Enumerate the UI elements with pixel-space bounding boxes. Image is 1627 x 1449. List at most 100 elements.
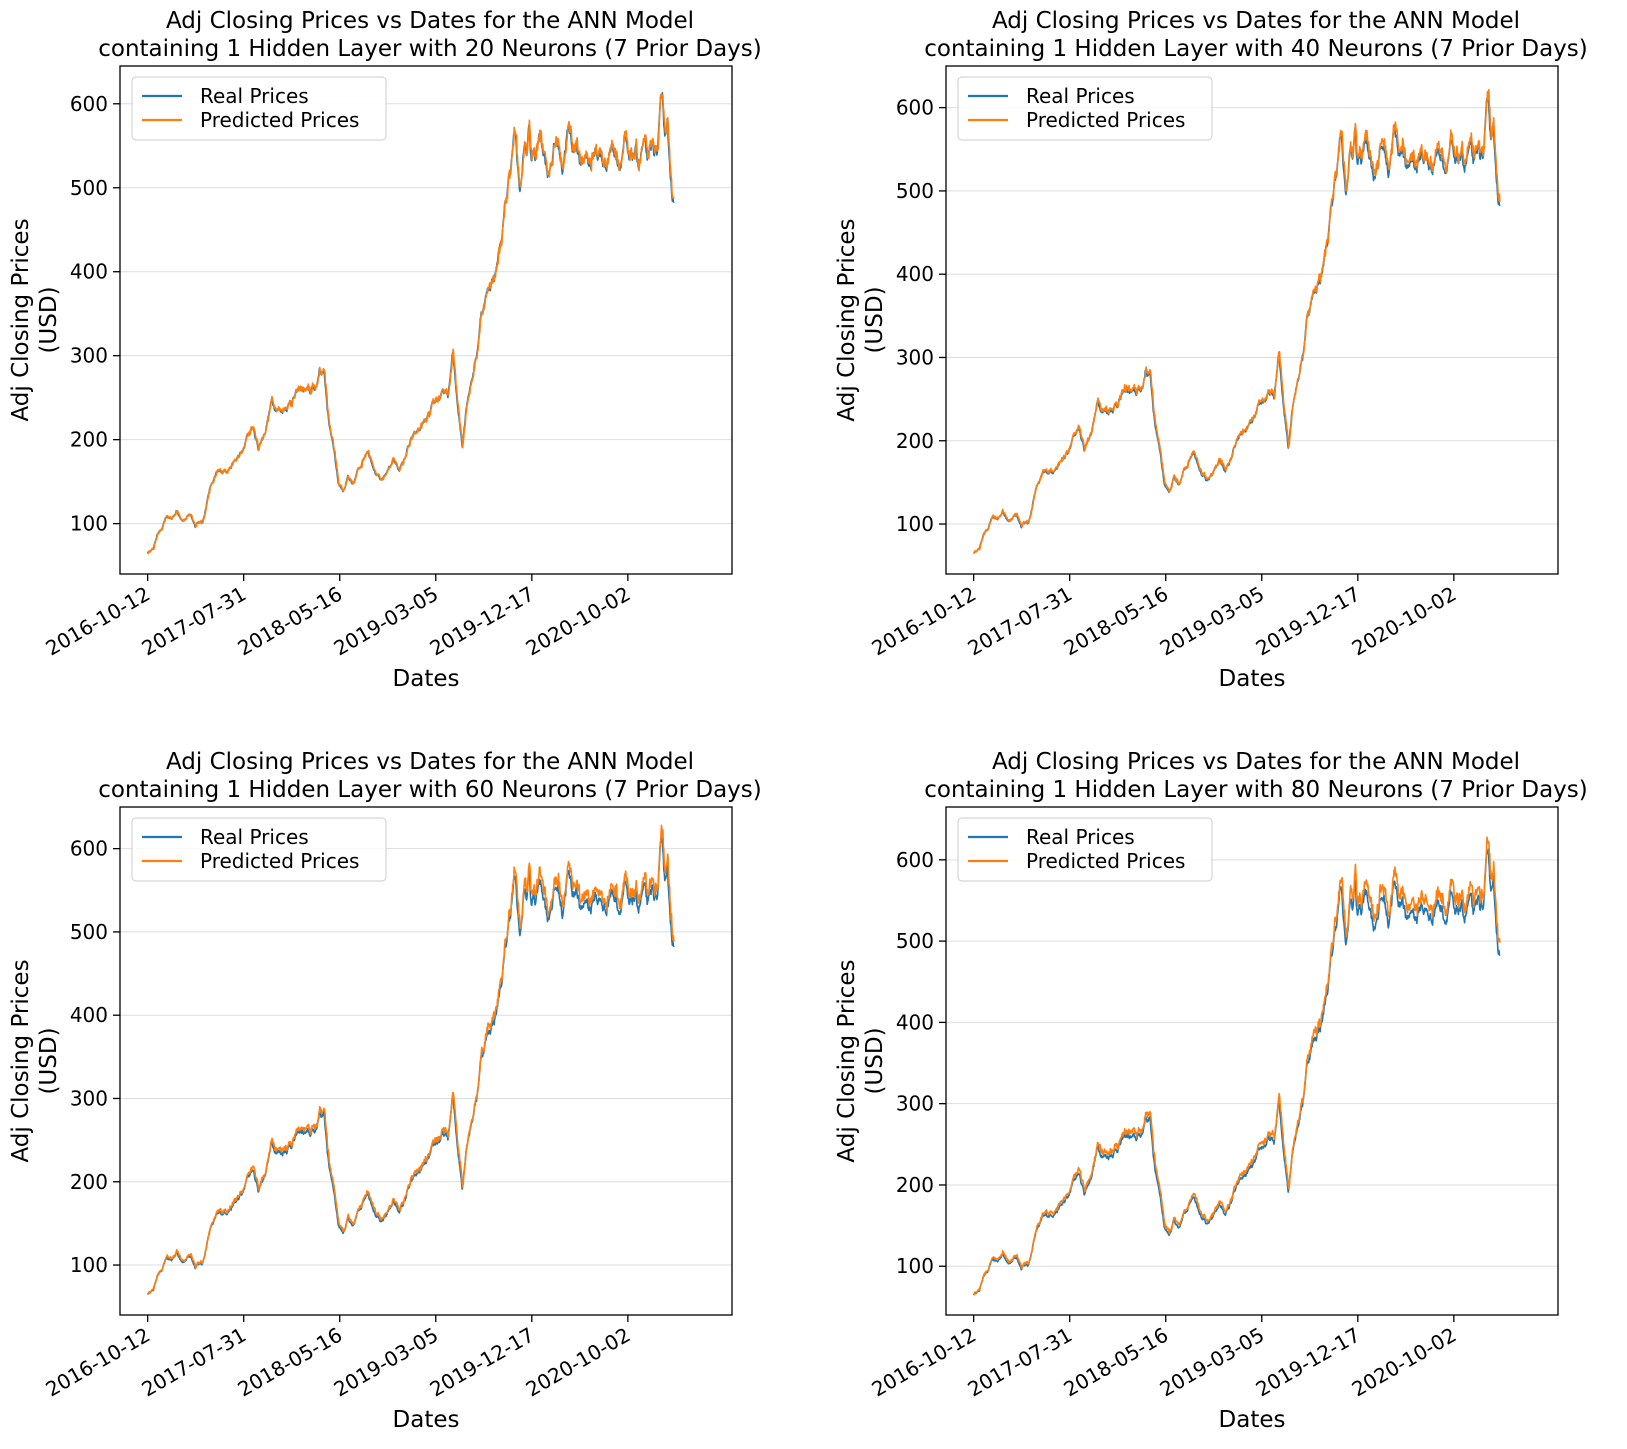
y-tick-label: 200 (896, 429, 934, 453)
legend-label: Real Prices (1026, 825, 1135, 849)
chart-title-line-2: containing 1 Hidden Layer with 80 Neuron… (924, 777, 1588, 803)
y-tick-label: 300 (896, 345, 934, 369)
legend-label: Real Prices (1026, 84, 1135, 108)
y-axis-label-line-1: Adj Closing Prices (8, 218, 34, 421)
y-axis-label-line-2: (USD) (862, 1027, 888, 1094)
chart-title-line-2: containing 1 Hidden Layer with 40 Neuron… (924, 36, 1588, 62)
y-tick-label: 100 (70, 1253, 108, 1277)
y-axis-label-line-1: Adj Closing Prices (834, 959, 860, 1162)
plot-frame (945, 806, 1559, 1316)
x-axis-label: Dates (393, 666, 460, 692)
x-tick-label: 2016-10-12 (867, 1323, 980, 1402)
x-tick-label: 2018-05-16 (1060, 1323, 1173, 1402)
legend-box (131, 76, 387, 141)
series-line-predicted-prices (146, 824, 675, 1295)
plot-frame (119, 806, 733, 1316)
y-tick-label: 600 (896, 96, 934, 120)
legend-label: Predicted Prices (200, 108, 359, 132)
series-line-predicted-prices (973, 88, 1501, 555)
legend-box (957, 76, 1213, 141)
chart-panel-3: 1002003004005006002016-10-122017-07-3120… (8, 749, 762, 1433)
x-tick-label: 2019-12-17 (426, 1323, 539, 1402)
x-tick-label: 2016-10-12 (41, 1323, 154, 1402)
y-tick-label: 100 (896, 1254, 934, 1278)
x-tick-label: 2018-05-16 (1060, 582, 1173, 661)
x-tick-label: 2019-03-05 (330, 1323, 443, 1402)
series-line-predicted-prices (973, 836, 1501, 1296)
y-tick-label: 500 (70, 176, 108, 200)
chart-title-line-1: Adj Closing Prices vs Dates for the ANN … (166, 8, 694, 34)
series-line-real-prices (146, 92, 675, 554)
y-tick-label: 400 (70, 260, 108, 284)
x-tick-label: 2018-05-16 (234, 1323, 347, 1402)
x-axis-label: Dates (393, 1407, 460, 1433)
chart-panel-1: 1002003004005006002016-10-122017-07-3120… (8, 8, 762, 692)
series-line-predicted-prices (147, 93, 675, 555)
chart-title-line-1: Adj Closing Prices vs Dates for the ANN … (992, 749, 1520, 775)
y-axis-label-line-1: Adj Closing Prices (8, 959, 34, 1162)
x-tick-label: 2020-10-02 (1348, 582, 1461, 661)
x-tick-label: 2019-12-17 (1252, 1323, 1365, 1402)
x-tick-label: 2017-07-31 (964, 582, 1077, 661)
legend-label: Predicted Prices (200, 849, 359, 873)
legend-box (131, 817, 387, 882)
series-line-real-prices (146, 836, 675, 1296)
x-tick-label: 2019-03-05 (1156, 1323, 1269, 1402)
y-tick-label: 100 (896, 512, 934, 536)
y-tick-label: 400 (896, 262, 934, 286)
y-tick-label: 100 (70, 512, 108, 536)
x-tick-label: 2017-07-31 (138, 1323, 251, 1402)
y-tick-label: 600 (70, 92, 108, 116)
y-tick-label: 400 (70, 1003, 108, 1027)
chart-panel-2: 1002003004005006002016-10-122017-07-3120… (834, 8, 1588, 692)
series-line-real-prices (972, 95, 1501, 555)
legend-box (957, 817, 1213, 882)
x-axis-label: Dates (1219, 666, 1286, 692)
x-tick-label: 2020-10-02 (522, 582, 635, 661)
x-axis-label: Dates (1219, 1407, 1286, 1433)
x-tick-label: 2020-10-02 (1348, 1323, 1461, 1402)
chart-title-line-1: Adj Closing Prices vs Dates for the ANN … (992, 8, 1520, 34)
chart-panel-4: 1002003004005006002016-10-122017-07-3120… (834, 749, 1588, 1433)
x-tick-label: 2019-03-05 (330, 582, 443, 661)
y-tick-label: 500 (896, 929, 934, 953)
series-line-real-prices (972, 848, 1501, 1296)
y-tick-label: 500 (70, 920, 108, 944)
y-axis-label-line-2: (USD) (36, 1027, 62, 1094)
x-tick-label: 2016-10-12 (867, 582, 980, 661)
plot-frame (945, 65, 1559, 575)
y-tick-label: 300 (70, 1086, 108, 1110)
x-tick-label: 2019-12-17 (1252, 582, 1365, 661)
y-axis-label-line-2: (USD) (36, 286, 62, 353)
chart-title-line-2: containing 1 Hidden Layer with 20 Neuron… (98, 36, 762, 62)
y-tick-label: 400 (896, 1010, 934, 1034)
x-tick-label: 2017-07-31 (964, 1323, 1077, 1402)
y-tick-label: 300 (896, 1092, 934, 1116)
legend-label: Predicted Prices (1026, 108, 1185, 132)
y-tick-label: 600 (70, 837, 108, 861)
y-tick-label: 500 (896, 179, 934, 203)
legend-label: Real Prices (200, 84, 309, 108)
y-tick-label: 200 (70, 428, 108, 452)
legend-label: Predicted Prices (1026, 849, 1185, 873)
x-tick-label: 2020-10-02 (522, 1323, 635, 1402)
x-tick-label: 2017-07-31 (138, 582, 251, 661)
x-tick-label: 2019-12-17 (426, 582, 539, 661)
chart-title-line-1: Adj Closing Prices vs Dates for the ANN … (166, 749, 694, 775)
y-tick-label: 200 (70, 1170, 108, 1194)
x-tick-label: 2019-03-05 (1156, 582, 1269, 661)
y-axis-label-line-1: Adj Closing Prices (834, 218, 860, 421)
chart-title-line-2: containing 1 Hidden Layer with 60 Neuron… (98, 777, 762, 803)
y-tick-label: 300 (70, 344, 108, 368)
y-axis-label-line-2: (USD) (862, 286, 888, 353)
x-tick-label: 2016-10-12 (41, 582, 154, 661)
legend-label: Real Prices (200, 825, 309, 849)
x-tick-label: 2018-05-16 (234, 582, 347, 661)
plot-frame (119, 65, 733, 575)
y-tick-label: 200 (896, 1173, 934, 1197)
